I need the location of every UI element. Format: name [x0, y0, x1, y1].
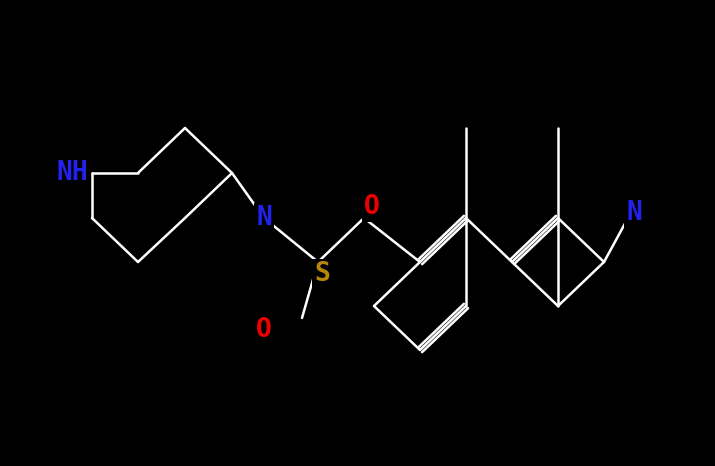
Text: O: O — [256, 317, 272, 343]
Text: NH: NH — [56, 160, 88, 186]
Text: S: S — [314, 261, 330, 287]
Text: N: N — [256, 205, 272, 231]
Text: N: N — [626, 200, 642, 226]
Text: O: O — [364, 194, 380, 220]
